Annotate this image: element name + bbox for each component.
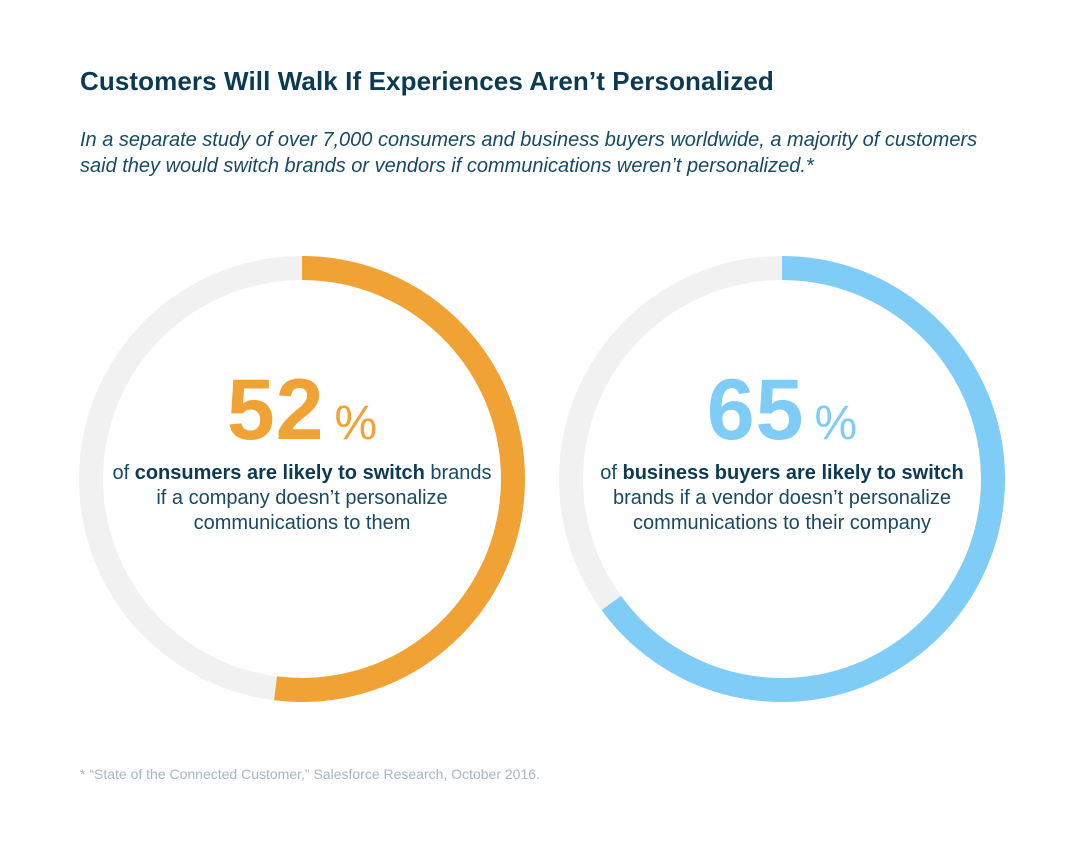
value-label-business: 65 xyxy=(706,362,805,458)
donut-arc-business xyxy=(601,256,1005,702)
caption-business: of business buyers are likely to switch … xyxy=(587,461,977,536)
caption-rest-consumers: brands if a company doesn’t personalize … xyxy=(156,462,492,534)
caption-bold-consumers: consumers are likely to switch xyxy=(134,462,425,484)
caption-bold-business: business buyers are likely to switch xyxy=(622,462,964,484)
caption-pre-consumers: of xyxy=(112,462,135,484)
stat-consumers: 52 % xyxy=(79,362,525,458)
caption-pre-business: of xyxy=(600,462,623,484)
donut-svg-consumers xyxy=(79,256,525,702)
unit-label-business: % xyxy=(814,397,858,450)
unit-label-consumers: % xyxy=(334,397,378,450)
footnote: * “State of the Connected Customer,” Sal… xyxy=(80,766,540,782)
donut-chart-business: 65 % of business buyers are likely to sw… xyxy=(559,256,1005,702)
donut-chart-consumers: 52 % of consumers are likely to switch b… xyxy=(79,256,525,702)
caption-rest-business: brands if a vendor doesn’t personalize c… xyxy=(613,487,951,534)
chart-subtitle: In a separate study of over 7,000 consum… xyxy=(80,129,978,177)
caption-consumers: of consumers are likely to switch brands… xyxy=(107,461,497,536)
value-label-consumers: 52 xyxy=(226,362,325,458)
stat-business: 65 % xyxy=(559,362,1005,458)
donut-svg-business xyxy=(559,256,1005,702)
chart-title: Customers Will Walk If Experiences Aren’… xyxy=(80,66,774,96)
donut-arc-consumers xyxy=(274,256,525,702)
